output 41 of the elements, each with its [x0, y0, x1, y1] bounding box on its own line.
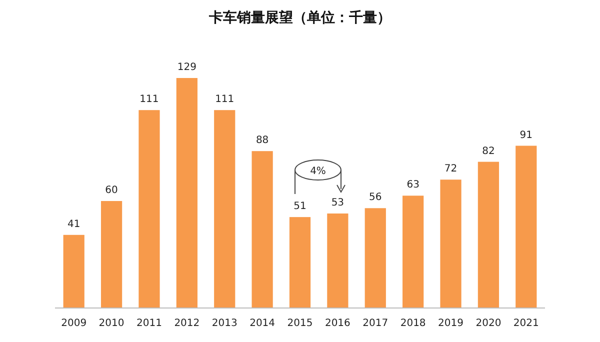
bar: [252, 151, 273, 308]
x-tick-label: 2014: [250, 318, 276, 329]
bar: [440, 180, 462, 308]
data-label: 72: [444, 164, 458, 175]
x-tick-label: 2013: [212, 318, 238, 329]
x-tick-label: 2019: [438, 318, 464, 329]
bar: [176, 78, 198, 308]
data-label: 129: [177, 62, 196, 73]
chart-title: 卡车销量展望（单位：千量）: [208, 9, 391, 26]
data-label: 82: [482, 146, 495, 157]
data-label: 111: [140, 94, 159, 106]
data-label: 60: [105, 185, 118, 196]
bar: [516, 146, 537, 308]
data-label: 41: [67, 218, 80, 230]
data-label: 53: [331, 198, 344, 209]
bar: [327, 214, 348, 308]
x-tick-label: 2015: [287, 318, 313, 329]
bar: [63, 234, 84, 308]
bar: [289, 217, 311, 308]
bar: [478, 162, 500, 308]
x-tick-label: 2009: [61, 318, 87, 329]
x-tick-label: 2018: [400, 318, 426, 329]
bar: [364, 208, 386, 308]
bar: [402, 196, 424, 308]
x-tick-label: 2017: [362, 318, 388, 329]
data-label: 56: [369, 192, 382, 204]
data-label: 88: [256, 135, 269, 146]
x-tick-label: 2012: [174, 318, 200, 329]
x-tick-label: 2020: [476, 318, 502, 329]
data-label: 111: [215, 94, 234, 106]
bar: [100, 201, 122, 308]
annotation: 4%: [310, 166, 326, 177]
bar: [138, 110, 160, 308]
data-label: 63: [406, 180, 420, 191]
bar: [214, 110, 236, 308]
data-label: 51: [294, 201, 306, 212]
x-tick-label: 2010: [98, 318, 124, 329]
data-label: 91: [520, 130, 533, 141]
x-tick-label: 2016: [324, 318, 350, 329]
x-tick-label: 2011: [136, 318, 162, 329]
x-tick-label: 2021: [513, 318, 539, 329]
